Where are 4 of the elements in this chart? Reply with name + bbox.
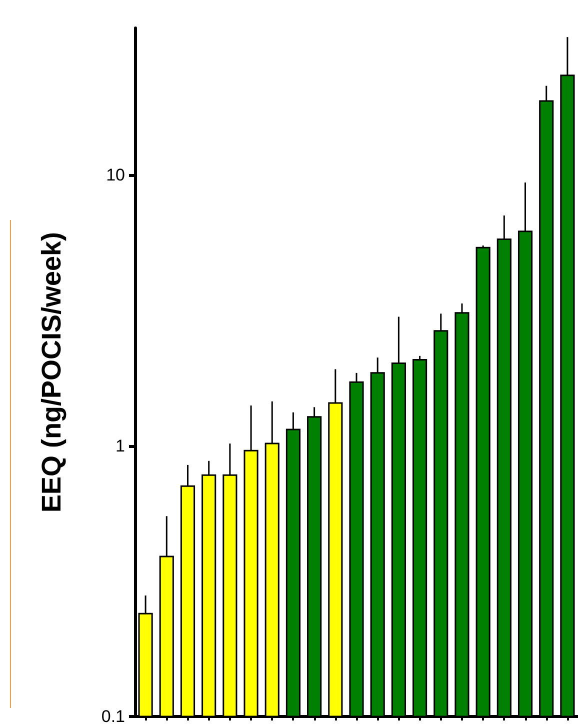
y-tick-label: 0.1: [101, 707, 125, 725]
y-tick-label: 1: [116, 436, 125, 456]
y-axis-title: EEQ (ng/POCIS/week): [36, 232, 66, 513]
y-tick-label: 10: [106, 166, 125, 185]
